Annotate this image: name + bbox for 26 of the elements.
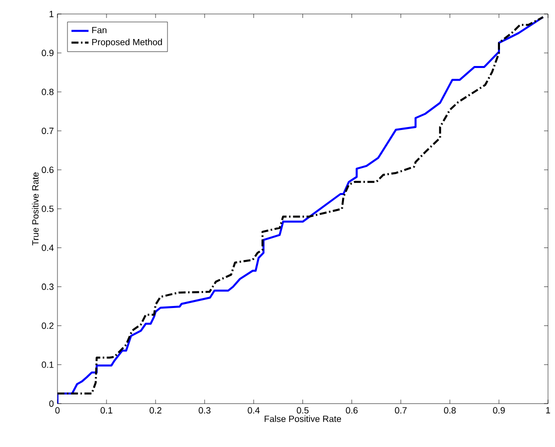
y-tick-label: 0.3	[42, 284, 54, 290]
x-axis-title: False Positive Rate	[264, 416, 342, 422]
x-tick-label: 0.3	[198, 407, 210, 414]
legend-label: Proposed Method	[92, 38, 162, 48]
y-tick-label: 0.7	[42, 128, 54, 134]
y-tick-label: 0.4	[42, 244, 54, 252]
x-tick-label: 0.5	[296, 407, 309, 414]
y-tick-label: 0.9	[42, 50, 54, 56]
y-tick-label: 0.8	[42, 88, 54, 96]
y-tick-label: 0	[49, 400, 54, 408]
x-tick-label: 0.1	[100, 407, 112, 414]
y-tick-label: 0.6	[42, 166, 54, 174]
x-tick-label: 0.2	[150, 407, 162, 414]
y-tick-label: 0.2	[42, 322, 54, 330]
y-tick-label: 0.5	[42, 206, 54, 212]
x-tick-label: 0.6	[346, 407, 358, 414]
y-axis-title: True Positive Rate	[32, 172, 39, 246]
x-tick-label: 0.9	[493, 407, 505, 414]
legend-label: Fan	[92, 27, 106, 34]
y-tick-label: 0.1	[42, 362, 54, 368]
x-tick-label: 0.7	[394, 407, 407, 414]
y-tick-label: 1	[50, 11, 54, 18]
x-tick-label: 1	[546, 407, 550, 414]
x-tick-label: 0.8	[444, 407, 456, 414]
x-tick-label: 0.4	[248, 407, 260, 414]
x-tick-label: 0	[55, 407, 60, 414]
